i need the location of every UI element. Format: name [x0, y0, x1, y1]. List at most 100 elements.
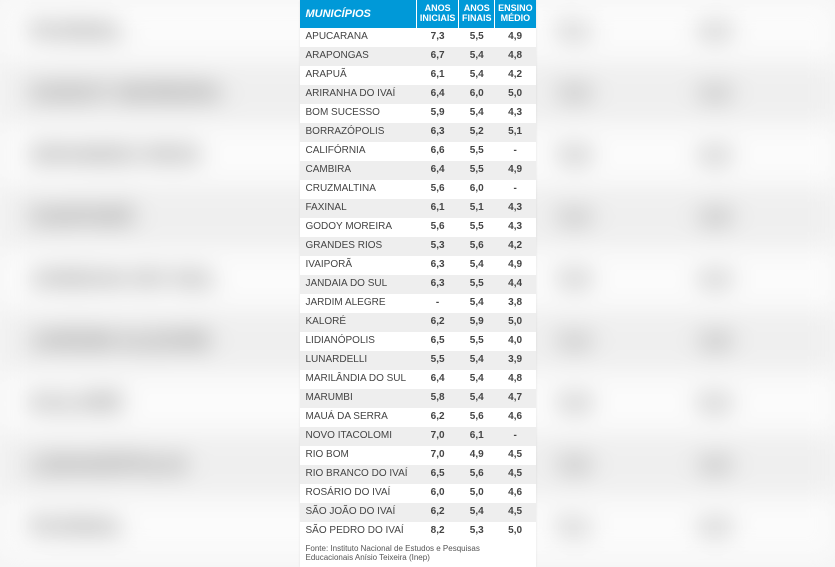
table-row: MAUÁ DA SERRA6,25,64,6	[300, 408, 536, 427]
cell-municipio: GODOY MOREIRA	[300, 218, 417, 237]
cell-ensino-medio: -	[495, 427, 536, 446]
cell-anos-finais: 5,0	[459, 484, 495, 503]
cell-anos-iniciais: 6,1	[416, 66, 458, 85]
cell-municipio: JARDIM ALEGRE	[300, 294, 417, 313]
cell-ensino-medio: 4,2	[495, 237, 536, 256]
cell-anos-finais: 5,3	[459, 522, 495, 541]
cell-anos-iniciais: 6,4	[416, 161, 458, 180]
table-row: NOVO ITACOLOMI7,06,1-	[300, 427, 536, 446]
table-row: MARILÂNDIA DO SUL6,45,44,8	[300, 370, 536, 389]
cell-anos-iniciais: 6,4	[416, 85, 458, 104]
cell-anos-finais: 5,5	[459, 218, 495, 237]
cell-ensino-medio: 4,6	[495, 484, 536, 503]
cell-municipio: CRUZMALTINA	[300, 180, 417, 199]
cell-municipio: ARIRANHA DO IVAÍ	[300, 85, 417, 104]
cell-municipio: NOVO ITACOLOMI	[300, 427, 417, 446]
cell-ensino-medio: 4,5	[495, 465, 536, 484]
cell-municipio: GRANDES RIOS	[300, 237, 417, 256]
cell-ensino-medio: 4,8	[495, 370, 536, 389]
cell-anos-finais: 5,6	[459, 465, 495, 484]
cell-municipio: JANDAIA DO SUL	[300, 275, 417, 294]
cell-anos-iniciais: 6,2	[416, 503, 458, 522]
table-body: APUCARANA7,35,54,9ARAPONGAS6,75,44,8ARAP…	[300, 28, 536, 541]
table-row: ARAPUÃ6,15,44,2	[300, 66, 536, 85]
table-row: BORRAZÓPOLIS6,35,25,1	[300, 123, 536, 142]
data-table-container: MUNICÍPIOS ANOSINICIAIS ANOSFINAIS ENSIN…	[300, 0, 536, 567]
table-row: CAMBIRA6,45,54,9	[300, 161, 536, 180]
cell-ensino-medio: 3,9	[495, 351, 536, 370]
cell-municipio: ROSÁRIO DO IVAÍ	[300, 484, 417, 503]
cell-municipio: FAXINAL	[300, 199, 417, 218]
cell-ensino-medio: 5,0	[495, 313, 536, 332]
table-row: RIO BOM7,04,94,5	[300, 446, 536, 465]
cell-anos-iniciais: 6,4	[416, 370, 458, 389]
table-row: KALORÉ6,25,95,0	[300, 313, 536, 332]
cell-municipio: MAUÁ DA SERRA	[300, 408, 417, 427]
table-row: CRUZMALTINA5,66,0-	[300, 180, 536, 199]
cell-municipio: SÃO PEDRO DO IVAÍ	[300, 522, 417, 541]
table-row: RIO BRANCO DO IVAÍ6,55,64,5	[300, 465, 536, 484]
cell-anos-finais: 5,4	[459, 256, 495, 275]
cell-anos-iniciais: 7,3	[416, 28, 458, 47]
cell-anos-iniciais: 5,6	[416, 218, 458, 237]
cell-ensino-medio: 4,7	[495, 389, 536, 408]
cell-ensino-medio: 4,9	[495, 161, 536, 180]
cell-anos-finais: 6,1	[459, 427, 495, 446]
cell-municipio: ARAPONGAS	[300, 47, 417, 66]
cell-municipio: LUNARDELLI	[300, 351, 417, 370]
cell-anos-iniciais: 7,0	[416, 446, 458, 465]
cell-anos-finais: 5,1	[459, 199, 495, 218]
table-row: GODOY MOREIRA5,65,54,3	[300, 218, 536, 237]
cell-anos-finais: 5,5	[459, 28, 495, 47]
cell-anos-finais: 5,4	[459, 294, 495, 313]
cell-anos-iniciais: 6,5	[416, 332, 458, 351]
table-row: CALIFÓRNIA6,65,5-	[300, 142, 536, 161]
cell-anos-iniciais: 5,3	[416, 237, 458, 256]
table-row: ARAPONGAS6,75,44,8	[300, 47, 536, 66]
cell-municipio: BORRAZÓPOLIS	[300, 123, 417, 142]
cell-anos-finais: 5,4	[459, 66, 495, 85]
cell-municipio: BOM SUCESSO	[300, 104, 417, 123]
municipios-table: MUNICÍPIOS ANOSINICIAIS ANOSFINAIS ENSIN…	[300, 0, 536, 541]
cell-municipio: IVAIPORÃ	[300, 256, 417, 275]
cell-ensino-medio: 4,5	[495, 503, 536, 522]
cell-anos-iniciais: 5,9	[416, 104, 458, 123]
cell-municipio: CAMBIRA	[300, 161, 417, 180]
cell-anos-iniciais: 7,0	[416, 427, 458, 446]
cell-ensino-medio: 5,0	[495, 85, 536, 104]
cell-anos-finais: 6,0	[459, 85, 495, 104]
cell-anos-iniciais: 6,2	[416, 408, 458, 427]
cell-anos-finais: 5,5	[459, 275, 495, 294]
cell-anos-iniciais: 6,3	[416, 123, 458, 142]
cell-anos-iniciais: 6,7	[416, 47, 458, 66]
cell-anos-finais: 5,2	[459, 123, 495, 142]
cell-ensino-medio: 4,3	[495, 199, 536, 218]
table-row: JARDIM ALEGRE-5,43,8	[300, 294, 536, 313]
table-row: APUCARANA7,35,54,9	[300, 28, 536, 47]
header-anos-iniciais: ANOSINICIAIS	[416, 0, 458, 28]
cell-anos-iniciais: 5,8	[416, 389, 458, 408]
table-row: MARUMBI5,85,44,7	[300, 389, 536, 408]
header-municipios: MUNICÍPIOS	[300, 0, 417, 28]
cell-municipio: SÃO JOÃO DO IVAÍ	[300, 503, 417, 522]
cell-anos-iniciais: 6,3	[416, 275, 458, 294]
cell-anos-iniciais: 6,5	[416, 465, 458, 484]
cell-ensino-medio: 3,8	[495, 294, 536, 313]
cell-anos-finais: 5,4	[459, 104, 495, 123]
cell-ensino-medio: 4,9	[495, 28, 536, 47]
cell-anos-iniciais: -	[416, 294, 458, 313]
table-row: BOM SUCESSO5,95,44,3	[300, 104, 536, 123]
cell-anos-finais: 5,6	[459, 408, 495, 427]
cell-anos-finais: 5,5	[459, 161, 495, 180]
cell-anos-finais: 5,6	[459, 237, 495, 256]
cell-municipio: KALORÉ	[300, 313, 417, 332]
table-row: SÃO JOÃO DO IVAÍ6,25,44,5	[300, 503, 536, 522]
table-row: ROSÁRIO DO IVAÍ6,05,04,6	[300, 484, 536, 503]
cell-ensino-medio: 4,2	[495, 66, 536, 85]
table-row: ARIRANHA DO IVAÍ6,46,05,0	[300, 85, 536, 104]
cell-anos-finais: 5,5	[459, 142, 495, 161]
cell-anos-iniciais: 6,1	[416, 199, 458, 218]
cell-municipio: MARUMBI	[300, 389, 417, 408]
source-note: Fonte: Instituto Nacional de Estudos e P…	[300, 541, 536, 567]
cell-anos-finais: 5,4	[459, 351, 495, 370]
